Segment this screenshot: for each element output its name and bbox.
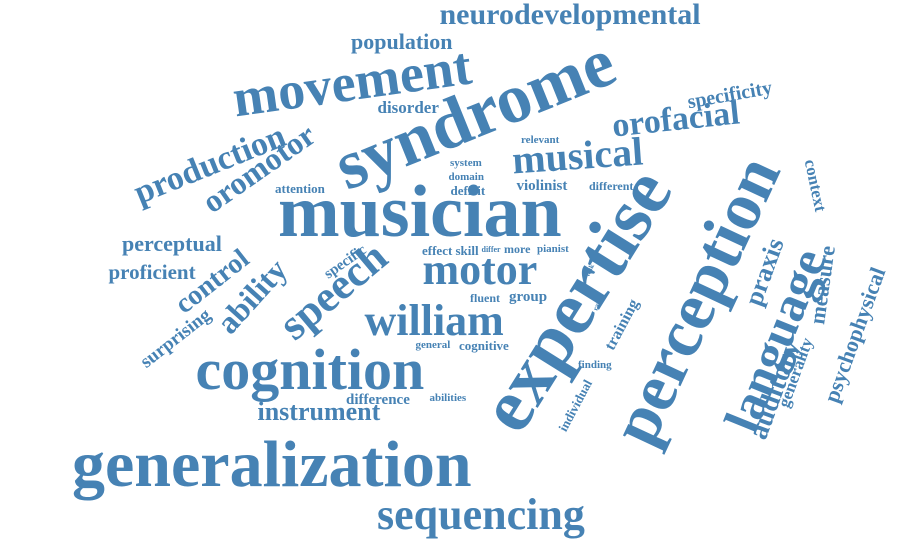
word-sequencing: sequencing [377, 490, 585, 539]
word-generalization: generalization [72, 428, 472, 501]
word-deficit: deficit [450, 182, 486, 198]
word-musician: musician [278, 171, 562, 253]
word-context: context [800, 157, 830, 213]
word-william: william [364, 296, 504, 345]
word-difference: difference [346, 391, 410, 408]
word-differ: differ [481, 245, 501, 254]
word-cognitive: cognitive [459, 337, 509, 353]
word-domain: domain [448, 170, 484, 183]
word-abilities: abilities [429, 391, 467, 404]
word-pianist: pianist [537, 242, 569, 255]
word-population: population [351, 29, 453, 54]
word-finding: finding [578, 358, 612, 371]
word-group: group [509, 288, 548, 305]
word-more: more [504, 242, 531, 256]
word-relevant: relevant [521, 133, 560, 146]
word-perceptual: perceptual [122, 231, 222, 256]
word-effect: effect [422, 242, 453, 258]
word-system: system [450, 156, 482, 169]
word-attention: attention [275, 180, 325, 196]
word-cognition: cognition [195, 337, 425, 402]
word-proficient: proficient [108, 259, 196, 284]
word-instrument: instrument [257, 397, 381, 426]
word-disorder: disorder [377, 97, 439, 117]
word-skill: skill [455, 242, 479, 258]
word-neurodevelopmental: neurodevelopmental [439, 0, 701, 31]
word-different: different [589, 179, 634, 193]
word-motor: motor [422, 245, 538, 294]
word-violinist: violinist [516, 177, 568, 194]
word-fluent: fluent [470, 291, 500, 305]
word-general: general [415, 338, 451, 351]
